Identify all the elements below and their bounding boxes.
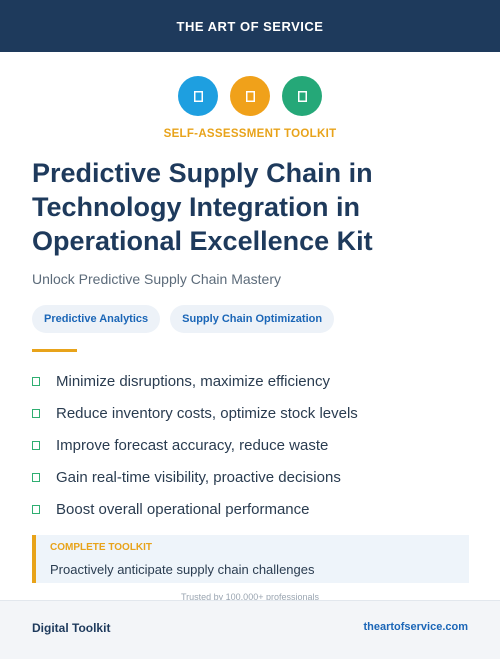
- benefit-text: Improve forecast accuracy, reduce waste: [56, 436, 329, 454]
- blue-badge-icon: [178, 76, 218, 116]
- footer-product-label: Digital Toolkit: [32, 621, 111, 635]
- green-badge-glyph-icon: [297, 90, 307, 102]
- header-bar: THE ART OF SERVICE: [0, 0, 500, 52]
- page-title: Predictive Supply Chain in Technology In…: [32, 158, 373, 256]
- accent-divider: [32, 349, 77, 352]
- blue-badge-glyph-icon: [193, 90, 203, 102]
- benefit-item: Gain real-time visibility, proactive dec…: [32, 461, 472, 493]
- benefit-text: Gain real-time visibility, proactive dec…: [56, 468, 341, 486]
- benefit-item: Improve forecast accuracy, reduce waste: [32, 429, 472, 461]
- callout-label: COMPLETE TOOLKIT: [50, 542, 153, 553]
- benefit-item: Boost overall operational performance: [32, 493, 472, 525]
- checkbox-icon: [32, 504, 40, 514]
- orange-badge-icon: [230, 76, 270, 116]
- tag-predictive-analytics: Predictive Analytics: [32, 305, 161, 333]
- trust-line: Trusted by 100,000+ professionals: [180, 592, 319, 602]
- checkbox-icon: [32, 376, 40, 386]
- tag-supply-chain-optimization: Supply Chain Optimization: [170, 305, 335, 333]
- benefit-text: Reduce inventory costs, optimize stock l…: [56, 404, 358, 422]
- benefit-text: Minimize disruptions, maximize efficienc…: [56, 372, 330, 390]
- orange-badge-glyph-icon: [245, 90, 255, 102]
- benefit-list: Minimize disruptions, maximize efficienc…: [32, 365, 472, 525]
- benefit-item: Reduce inventory costs, optimize stock l…: [32, 397, 472, 429]
- callout-text: Proactively anticipate supply chain chal…: [50, 562, 315, 577]
- kicker-label: SELF-ASSESSMENT TOOLKIT: [163, 128, 337, 140]
- footer-website-link[interactable]: theartofservice.com: [363, 621, 468, 633]
- checkbox-icon: [32, 408, 40, 418]
- benefit-item: Minimize disruptions, maximize efficienc…: [32, 365, 472, 397]
- benefit-text: Boost overall operational performance: [56, 500, 310, 518]
- icon-row: [0, 76, 500, 116]
- toolkit-callout: COMPLETE TOOLKIT Proactively anticipate …: [32, 535, 469, 583]
- brand-name: THE ART OF SERVICE: [176, 18, 324, 34]
- checkbox-icon: [32, 440, 40, 450]
- green-badge-icon: [282, 76, 322, 116]
- tag-list: Predictive Analytics Supply Chain Optimi…: [32, 305, 335, 333]
- checkbox-icon: [32, 472, 40, 482]
- footer-bar: Digital Toolkit theartofservice.com: [0, 600, 500, 659]
- page-subtitle: Unlock Predictive Supply Chain Mastery: [32, 271, 281, 287]
